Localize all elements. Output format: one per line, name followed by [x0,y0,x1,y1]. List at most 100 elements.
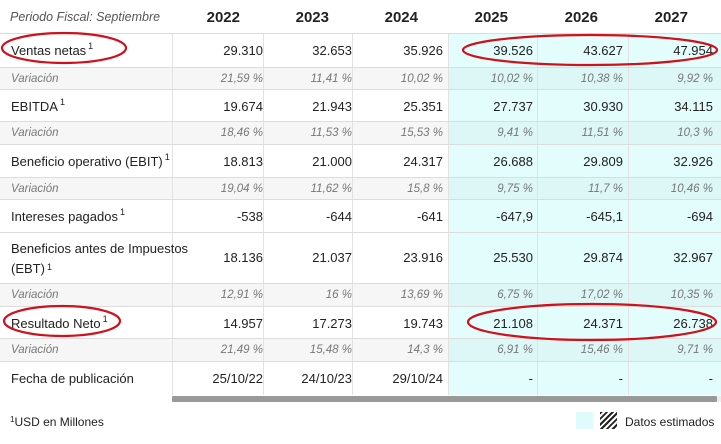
value-cell: - [528,371,533,386]
column-divider [352,68,353,90]
row-label: Variación [11,344,59,356]
column-divider [352,200,353,233]
column-divider [263,362,264,395]
column-divider [628,339,629,362]
value-cell: 23.916 [403,250,443,265]
value-cell: 47.954 [673,43,713,58]
column-divider [628,90,629,122]
value-cell: 29.809 [583,154,623,169]
variation-cell: 6,91 % [497,344,533,356]
variation-cell: 9,41 % [497,127,533,139]
value-cell: -538 [236,209,263,224]
table-row: Beneficios antes de Impuestos (EBT) 1 18.13… [0,232,721,284]
value-cell: -647,9 [496,209,533,224]
column-divider [172,200,173,233]
variation-cell: 11,51 % [581,127,623,139]
footnote-marker: 1 [59,97,65,107]
variation-cell: 10,02 % [400,73,443,85]
year-header: 2027 [654,9,688,26]
year-header: 2026 [564,9,598,26]
value-cell: 26.688 [493,154,533,169]
value-cell: 17.273 [312,316,352,331]
column-divider [352,339,353,362]
variation-cell: 15,53 % [400,127,443,139]
estimate-cells-bg [448,68,721,90]
column-divider [537,68,538,90]
value-cell: 27.737 [493,99,533,114]
row-label-text: Ventas netas [11,43,87,58]
column-divider [263,233,264,284]
period-label: Periodo Fiscal: Septiembre [10,10,161,24]
column-divider [628,284,629,307]
column-divider [537,200,538,233]
value-cell: 18.136 [223,250,263,265]
row-label-text: Variación [11,127,59,139]
table-row: Beneficio operativo (EBIT) 1 18.813 21.000 2… [0,144,721,178]
column-divider [172,34,173,68]
horizontal-scrollbar-thumb[interactable] [172,396,717,402]
footnote-marker: 1 [46,262,52,272]
value-cell: 21.037 [312,250,352,265]
value-cell: 39.526 [493,43,533,58]
estimate-cells-bg [448,362,721,395]
row-label: Variación [11,127,59,139]
estimate-cells-bg [448,200,721,233]
variation-cell: 15,46 % [580,344,623,356]
value-cell: 25.351 [403,99,443,114]
variation-cell: 18,46 % [220,127,263,139]
variation-cell: 15,48 % [309,344,352,356]
footnote: 1USD en Millones [10,415,104,429]
row-label: Variación [11,73,59,85]
footnote-marker: 1 [102,314,108,324]
column-divider [263,122,264,145]
row-label: Beneficio operativo (EBIT) 1 [11,152,170,169]
column-divider [172,90,173,122]
column-divider [352,178,353,200]
column-divider [537,178,538,200]
variation-cell: 10,02 % [490,73,533,85]
column-divider [172,284,173,307]
value-cell: 29/10/24 [392,371,443,386]
year-header: 2023 [295,9,329,26]
variation-cell: 15,8 % [407,183,443,195]
column-divider [172,233,173,284]
row-label: Intereses pagados 1 [11,207,125,224]
value-cell: 25/10/22 [212,371,263,386]
value-cell: 29.874 [583,250,623,265]
estimate-cells-bg [448,145,721,178]
variation-cell: 11,53 % [310,127,352,139]
row-label-text: Resultado Neto [11,316,101,331]
year-header: 2022 [206,9,240,26]
estimate-cells-bg [448,178,721,200]
column-divider [352,284,353,307]
column-divider [448,362,449,395]
variation-row: Variación 21,49 % 15,48 % 14,3 % 6,91 % 15,46… [0,338,721,362]
row-label: Ventas netas 1 [11,41,93,58]
value-cell: 24/10/23 [301,371,352,386]
variation-cell: 10,35 % [670,289,713,301]
footnote-text: USD en Millones [14,415,104,429]
variation-cell: 12,91 % [220,289,263,301]
column-divider [448,200,449,233]
value-cell: -694 [686,209,713,224]
column-divider [537,233,538,284]
column-divider [352,34,353,68]
footnote-marker: 1 [164,152,170,162]
row-label-text: Variación [11,289,59,301]
column-divider [448,339,449,362]
row-label: Variación [11,289,59,301]
row-label: EBITDA 1 [11,97,65,114]
column-divider [448,233,449,284]
column-divider [448,145,449,178]
column-divider [628,233,629,284]
row-label-text: Intereses pagados [11,209,118,224]
column-divider [263,339,264,362]
value-cell: -644 [325,209,352,224]
estimate-legend-label: Datos estimados [625,415,715,429]
variation-cell: 9,71 % [677,344,713,356]
row-label-line: (EBT) [11,261,45,276]
estimate-cells-bg [448,122,721,145]
column-divider [537,339,538,362]
variation-row: Variación 19,04 % 11,62 % 15,8 % 9,75 % 11,7 … [0,177,721,200]
row-label-text: Variación [11,344,59,356]
